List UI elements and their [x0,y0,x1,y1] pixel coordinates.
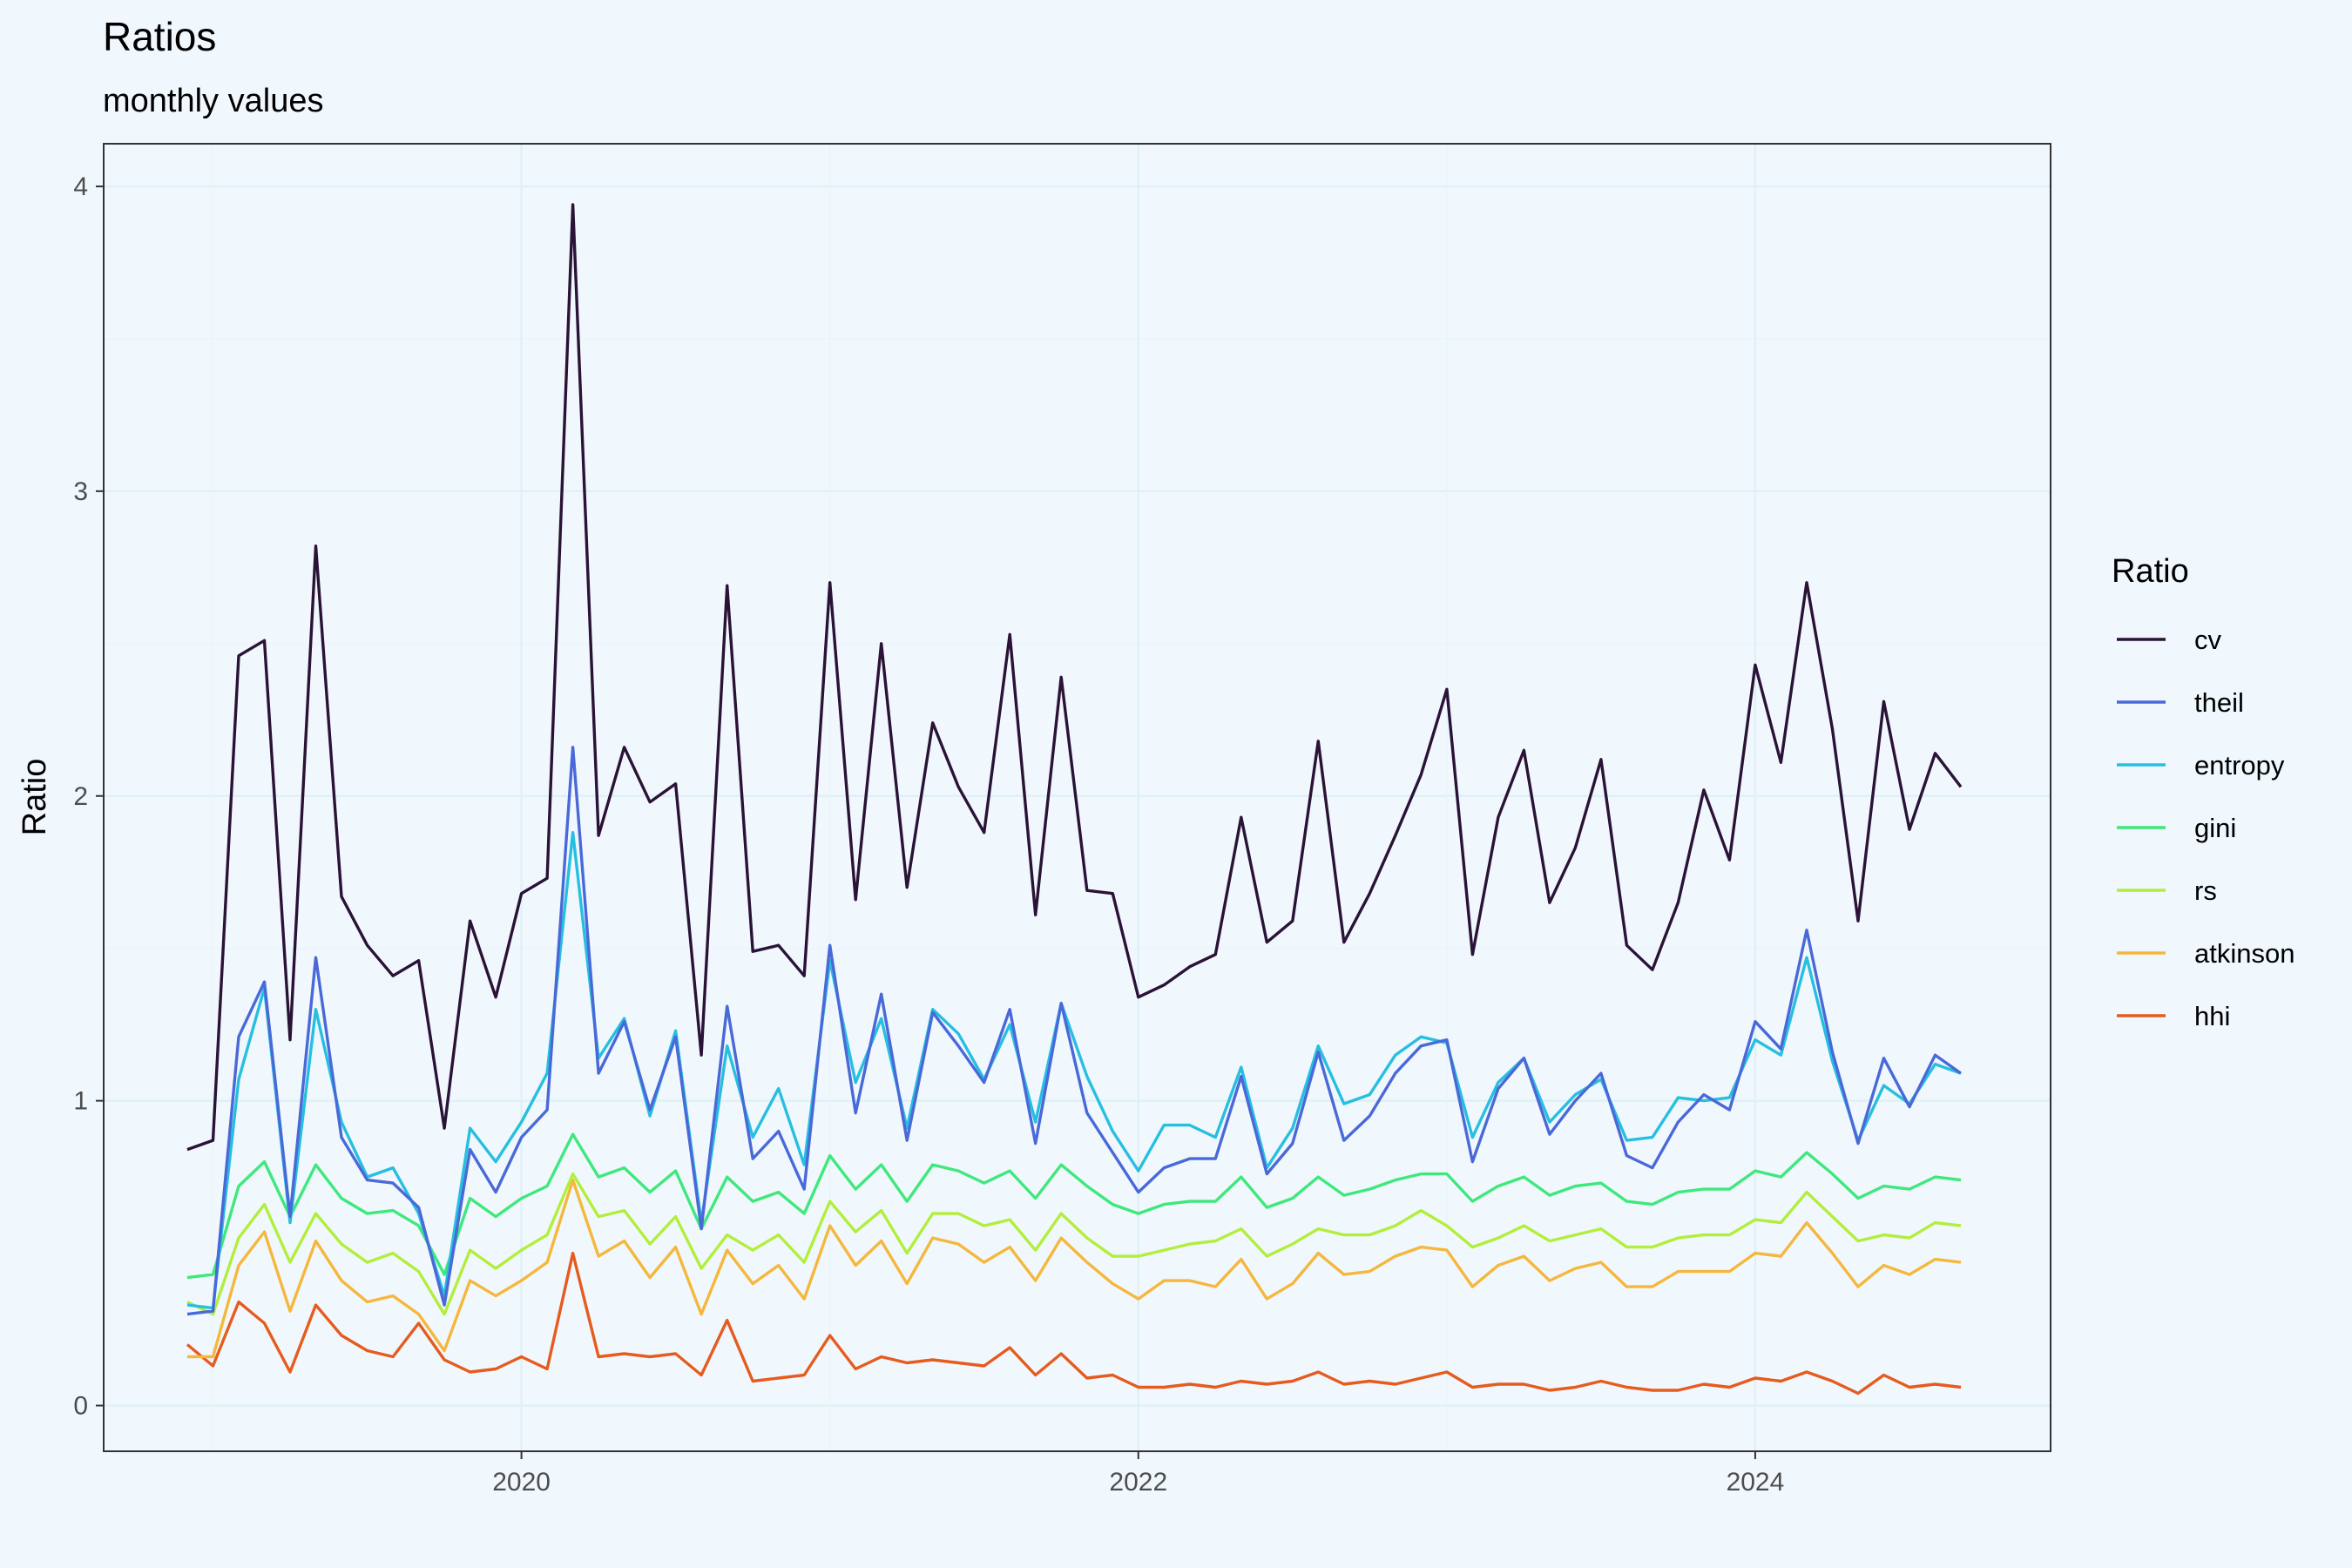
legend-label: entropy [2194,750,2285,781]
legend-item-cv: cv [2117,625,2222,655]
chart-subtitle: monthly values [103,83,323,119]
chart-title: Ratios [103,14,216,59]
series-layer [186,203,1963,1396]
y-tick-label: 3 [73,477,88,506]
y-axis: 0 1 2 3 4 [73,172,104,1421]
legend-item-atkinson: atkinson [2117,938,2295,969]
x-tick-label: 2022 [1109,1468,1167,1497]
legend-label: rs [2194,875,2217,906]
series-line-atkinson [187,1178,1962,1359]
legend-label: atkinson [2194,938,2295,969]
x-tick-label: 2020 [492,1468,551,1497]
y-tick-label: 4 [73,172,88,201]
series-line-hhi [186,1251,1962,1396]
legend-label: hhi [2194,1001,2230,1031]
legend-item-rs: rs [2117,875,2217,906]
legend-label: theil [2194,687,2244,718]
y-tick-label: 2 [73,782,88,811]
panel-border [103,143,2051,1452]
y-axis-title: Ratio [17,759,53,836]
series-line-entropy [186,831,1962,1310]
x-tick-label: 2024 [1727,1468,1785,1497]
grid [104,144,2051,1451]
legend-item-hhi: hhi [2117,1001,2230,1031]
x-axis: 2020 2022 2024 [492,1451,1784,1497]
y-tick-label: 0 [73,1392,88,1421]
series-line-rs [186,1172,1962,1316]
legend: Ratio cv theil entropy gini rs atkinson hhi [2112,553,2295,1031]
series-line-theil [186,746,1962,1316]
y-tick-label: 1 [73,1087,88,1116]
series-line-cv [186,203,1963,1152]
legend-label: cv [2194,625,2222,655]
series-line-gini [186,1132,1962,1280]
legend-item-entropy: entropy [2117,750,2285,781]
legend-label: gini [2194,813,2236,843]
legend-item-gini: gini [2117,813,2236,843]
legend-title: Ratio [2112,553,2189,590]
legend-item-theil: theil [2117,687,2244,718]
